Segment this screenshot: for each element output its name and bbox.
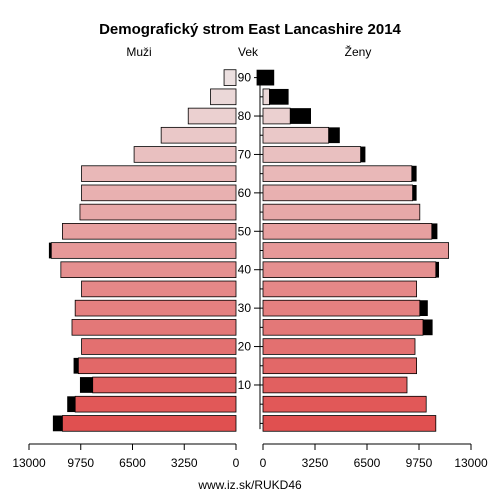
- male-x-tick-label: 6500: [119, 456, 146, 470]
- female-bar-45-49: [262, 242, 450, 259]
- female-bar-30-34: [262, 299, 421, 317]
- axes-group: 13000 9750 6500 3250 0 0 3250 6500 9750 13000 10 20…: [12, 71, 488, 470]
- male-bar-60-64: [81, 184, 237, 202]
- female-excess-40-44: [435, 261, 439, 278]
- male-x-tick-label: 9750: [67, 456, 94, 470]
- female-excess-25-29: [423, 319, 433, 336]
- male-bar-80-84: [187, 107, 237, 125]
- male-x-tick-label: 3250: [171, 456, 198, 470]
- male-bar-75-79: [160, 126, 237, 144]
- male-excess-5-9: [67, 396, 76, 413]
- age-tick-label: 20: [238, 340, 252, 354]
- age-tick-label: 60: [238, 186, 252, 200]
- female-bar-70-74: [262, 146, 361, 163]
- female-excess-80-84: [290, 108, 311, 124]
- female-excess-65-69: [411, 165, 417, 182]
- male-excess-45-49: [48, 242, 52, 259]
- female-excess-50-54: [431, 223, 438, 240]
- age-tick-label: 70: [238, 147, 252, 161]
- female-x-tick-label: 9750: [406, 456, 433, 470]
- female-bar-60-64: [262, 184, 414, 202]
- female-bar-0-4: [262, 415, 437, 432]
- male-bar-70-74: [133, 146, 237, 163]
- male-excess-10-14: [79, 377, 93, 393]
- male-bar-30-34: [74, 299, 237, 317]
- age-tick-label: 80: [238, 109, 252, 123]
- male-bar-45-49: [50, 242, 237, 259]
- female-excess-30-34: [419, 300, 428, 317]
- female-bar-25-29: [262, 319, 424, 336]
- female-excess-60-64: [412, 184, 417, 201]
- female-x-tick-label: 6500: [354, 456, 381, 470]
- female-excess-90+: [256, 69, 275, 86]
- male-excess-15-19: [73, 357, 79, 374]
- male-bar-50-54: [62, 223, 237, 240]
- male-bar-20-24: [81, 338, 237, 355]
- female-bar-85-89: [262, 88, 270, 106]
- male-bar-10-14: [92, 376, 237, 394]
- female-bar-55-59: [262, 203, 421, 221]
- female-bar-50-54: [262, 223, 433, 240]
- chart-title: Demografický strom East Lancashire 2014: [99, 21, 401, 38]
- female-x-tick-label: 3250: [302, 456, 329, 470]
- female-bar-80-84: [262, 107, 291, 125]
- female-x-tick-label: 0: [260, 456, 267, 470]
- age-tick-label: 40: [238, 263, 252, 277]
- female-excess-70-74: [360, 146, 366, 163]
- female-bar-10-14: [262, 376, 408, 394]
- male-excess-0-4: [52, 415, 63, 432]
- footer-url: www.iz.sk/RUKD46: [197, 478, 302, 492]
- male-bar-5-9: [74, 395, 237, 413]
- female-excess-85-89: [269, 88, 289, 105]
- age-tick-label: 30: [238, 301, 252, 315]
- age-tick-label: 50: [238, 224, 252, 238]
- male-header: Muži: [126, 45, 151, 59]
- age-tick-label: 10: [238, 378, 252, 392]
- male-bar-35-39: [81, 280, 237, 298]
- female-header: Ženy: [345, 44, 372, 59]
- male-bar-65-69: [81, 165, 237, 182]
- female-excess-75-79: [328, 127, 340, 144]
- female-bar-20-24: [262, 338, 416, 355]
- male-bar-85-89: [210, 88, 237, 106]
- female-bar-15-19: [262, 357, 418, 375]
- male-x-tick-label: 0: [233, 456, 240, 470]
- female-bar-40-44: [262, 261, 437, 278]
- female-bar-75-79: [262, 126, 329, 144]
- male-bar-0-4: [62, 415, 237, 432]
- age-tick-label: 90: [238, 71, 252, 85]
- male-bar-55-59: [79, 203, 237, 221]
- male-bar-40-44: [60, 261, 237, 278]
- male-bar-15-19: [77, 357, 237, 375]
- bars-group: [48, 69, 450, 432]
- age-header: Vek: [238, 45, 259, 59]
- female-bar-5-9: [262, 395, 427, 413]
- female-bar-65-69: [262, 165, 413, 182]
- male-bar-25-29: [71, 319, 237, 336]
- female-x-tick-label: 13000: [454, 456, 488, 470]
- male-bar-90+: [223, 69, 237, 86]
- female-bar-35-39: [262, 280, 418, 298]
- male-x-tick-label: 13000: [12, 456, 46, 470]
